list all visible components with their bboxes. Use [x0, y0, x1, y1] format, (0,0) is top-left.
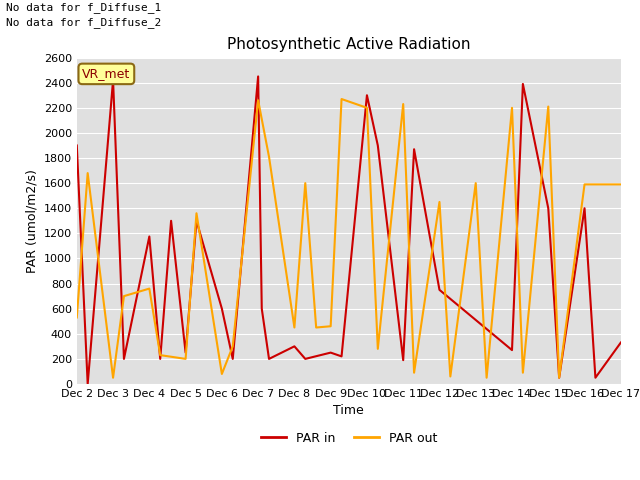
- Text: No data for f_Diffuse_2: No data for f_Diffuse_2: [6, 17, 162, 28]
- X-axis label: Time: Time: [333, 405, 364, 418]
- Y-axis label: PAR (umol/m2/s): PAR (umol/m2/s): [25, 169, 38, 273]
- Text: No data for f_Diffuse_1: No data for f_Diffuse_1: [6, 2, 162, 13]
- Text: VR_met: VR_met: [82, 67, 131, 80]
- Title: Photosynthetic Active Radiation: Photosynthetic Active Radiation: [227, 37, 470, 52]
- Legend: PAR in, PAR out: PAR in, PAR out: [255, 427, 442, 450]
